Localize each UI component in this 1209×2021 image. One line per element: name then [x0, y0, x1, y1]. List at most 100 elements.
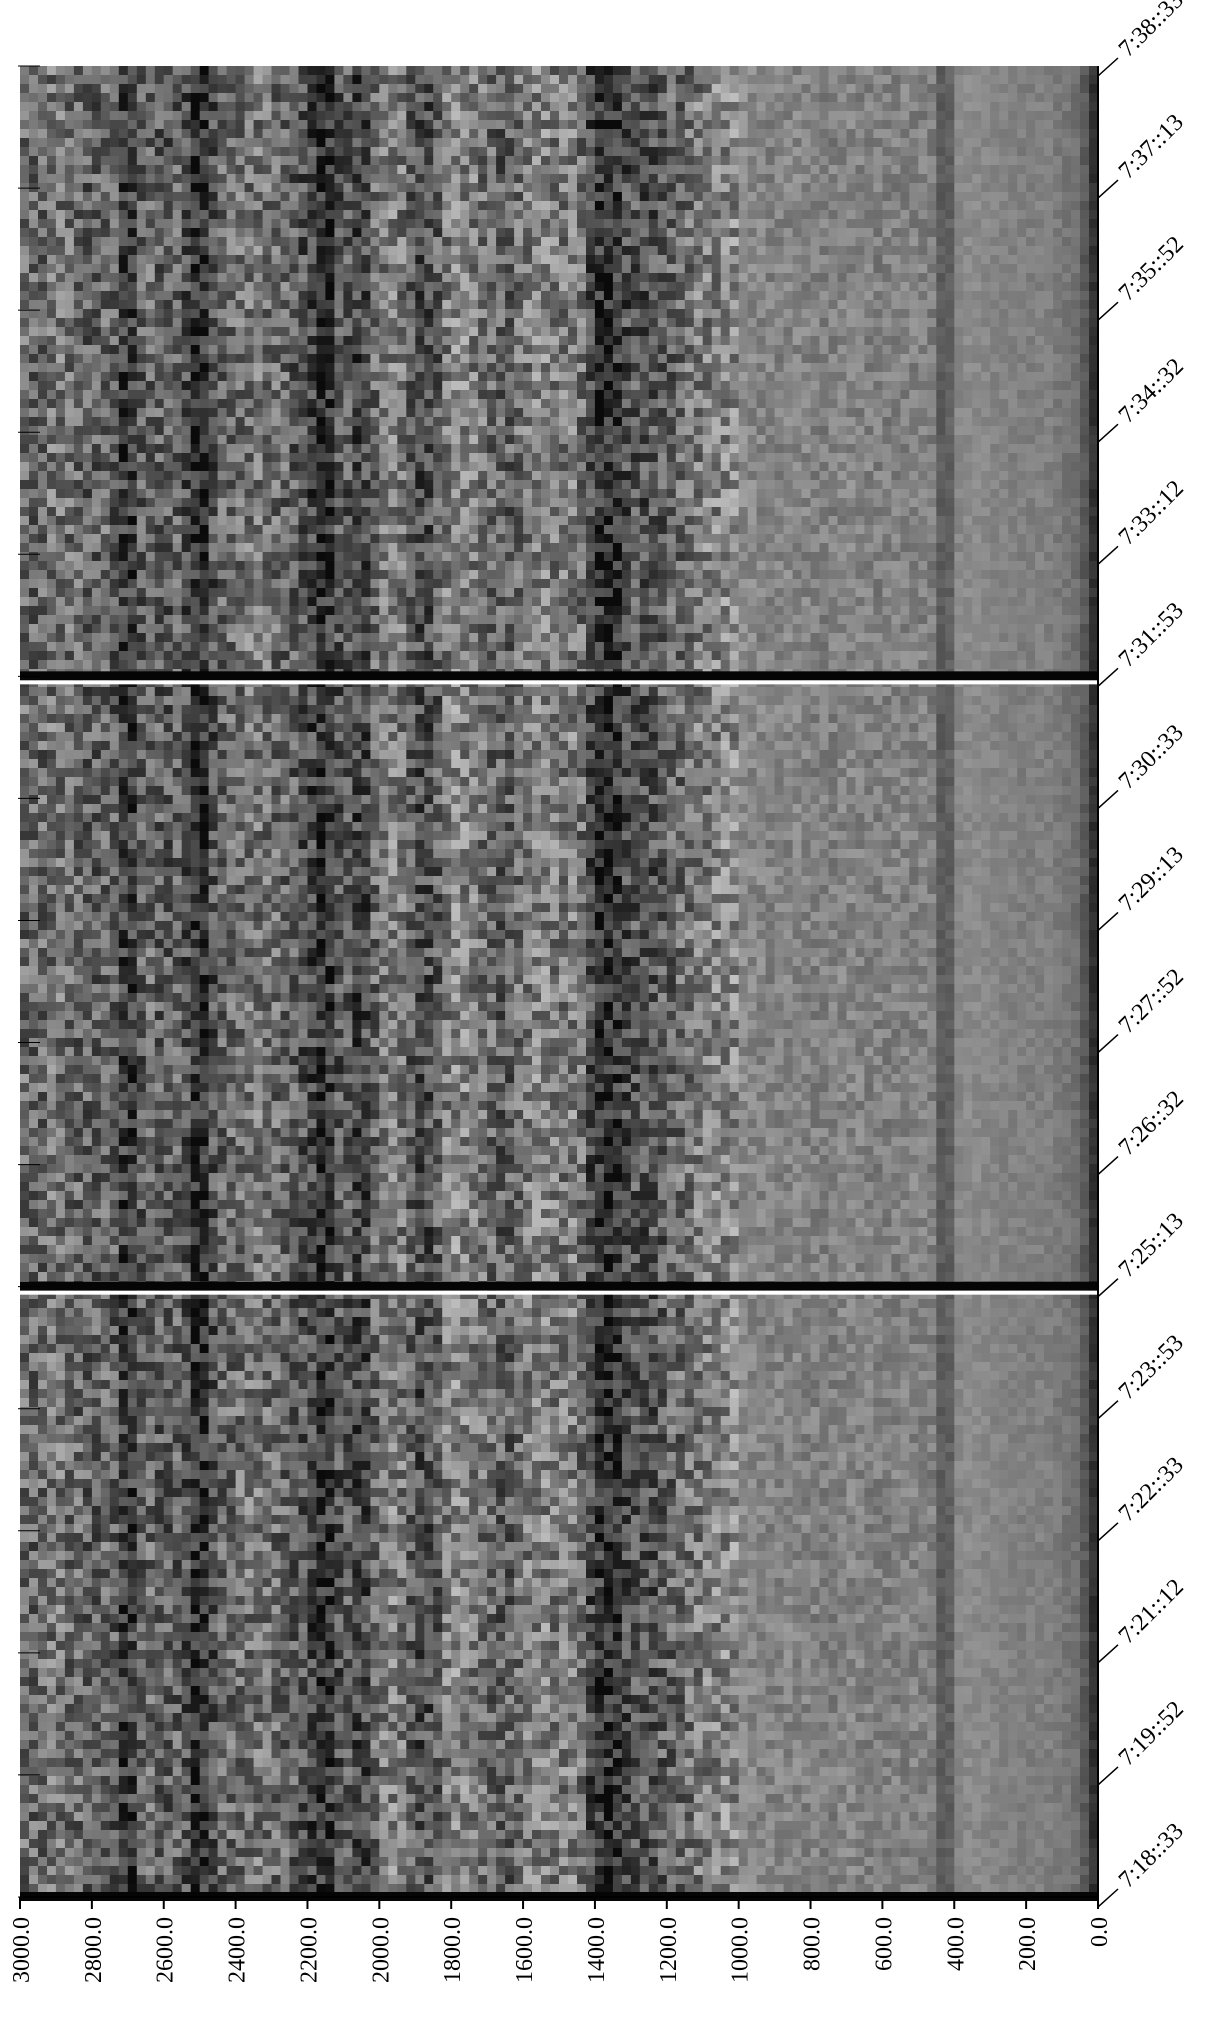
- heatmap-cell: [254, 435, 264, 444]
- heatmap-cell: [514, 381, 524, 390]
- heatmap-cell: [308, 210, 318, 219]
- heatmap-cell: [649, 417, 659, 426]
- heatmap-cell: [20, 372, 30, 381]
- heatmap-cell: [254, 120, 264, 129]
- heatmap-cell: [864, 138, 874, 147]
- heatmap-cell: [451, 327, 461, 336]
- heatmap-cell: [200, 102, 210, 111]
- heatmap-cell: [317, 318, 327, 327]
- heatmap-cell: [1053, 363, 1063, 372]
- heatmap-cell: [694, 291, 704, 300]
- heatmap-cell: [864, 318, 874, 327]
- heatmap-cell: [173, 255, 183, 264]
- heatmap-cell: [685, 219, 695, 228]
- heatmap-cell: [748, 417, 758, 426]
- heatmap-cell: [478, 147, 488, 156]
- heatmap-cell: [595, 219, 605, 228]
- heatmap-cell: [65, 210, 75, 219]
- heatmap-cell: [981, 111, 991, 120]
- heatmap-cell: [361, 435, 371, 444]
- heatmap-cell: [343, 183, 353, 192]
- heatmap-cell: [263, 264, 273, 273]
- heatmap-cell: [1071, 255, 1081, 264]
- heatmap-cell: [703, 102, 713, 111]
- heatmap-cell: [829, 120, 839, 129]
- heatmap-cell: [299, 300, 309, 309]
- heatmap-cell: [74, 111, 84, 120]
- heatmap-cell: [541, 147, 551, 156]
- heatmap-cell: [685, 300, 695, 309]
- heatmap-cell: [343, 417, 353, 426]
- heatmap-cell: [496, 426, 506, 435]
- heatmap-cell: [604, 75, 614, 84]
- heatmap-cell: [191, 138, 201, 147]
- heatmap-cell: [478, 381, 488, 390]
- heatmap-cell: [784, 246, 794, 255]
- heatmap-cell: [38, 417, 48, 426]
- heatmap-cell: [595, 363, 605, 372]
- heatmap-cell: [667, 318, 677, 327]
- heatmap-cell: [74, 417, 84, 426]
- heatmap-cell: [864, 399, 874, 408]
- heatmap-cell: [1035, 354, 1045, 363]
- heatmap-cell: [793, 309, 803, 318]
- heatmap-cell: [92, 381, 102, 390]
- heatmap-cell: [667, 120, 677, 129]
- heatmap-cell: [595, 318, 605, 327]
- heatmap-cell: [308, 138, 318, 147]
- heatmap-cell: [191, 390, 201, 399]
- heatmap-cell: [47, 201, 57, 210]
- heatmap-cell: [802, 264, 812, 273]
- heatmap-cell: [541, 228, 551, 237]
- heatmap-cell: [487, 426, 497, 435]
- heatmap-cell: [29, 318, 39, 327]
- heatmap-cell: [1053, 300, 1063, 309]
- heatmap-cell: [604, 426, 614, 435]
- heatmap-cell: [793, 426, 803, 435]
- heatmap-cell: [712, 174, 722, 183]
- heatmap-cell: [658, 336, 668, 345]
- heatmap-cell: [586, 138, 596, 147]
- heatmap-cell: [263, 273, 273, 282]
- heatmap-cell: [730, 138, 740, 147]
- heatmap-cell: [65, 219, 75, 228]
- heatmap-cell: [424, 300, 434, 309]
- heatmap-cell: [658, 363, 668, 372]
- heatmap-cell: [622, 309, 632, 318]
- heatmap-cell: [703, 318, 713, 327]
- heatmap-cell: [182, 363, 192, 372]
- heatmap-cell: [325, 66, 335, 75]
- heatmap-cell: [981, 210, 991, 219]
- heatmap-cell: [748, 336, 758, 345]
- heatmap-cell: [649, 363, 659, 372]
- heatmap-cell: [379, 417, 389, 426]
- heatmap-cell: [1071, 291, 1081, 300]
- heatmap-cell: [397, 381, 407, 390]
- heatmap-cell: [388, 264, 398, 273]
- heatmap-cell: [1080, 309, 1090, 318]
- heatmap-cell: [460, 147, 470, 156]
- heatmap-cell: [909, 219, 919, 228]
- heatmap-cell: [388, 408, 398, 417]
- heatmap-cell: [631, 390, 641, 399]
- heatmap-cell: [766, 336, 776, 345]
- heatmap-cell: [110, 300, 120, 309]
- heatmap-cell: [936, 147, 946, 156]
- heatmap-cell: [47, 129, 57, 138]
- heatmap-cell: [622, 66, 632, 75]
- heatmap-cell: [119, 336, 129, 345]
- heatmap-cell: [1062, 363, 1072, 372]
- heatmap-cell: [820, 84, 830, 93]
- heatmap-cell: [568, 120, 578, 129]
- heatmap-cell: [1044, 399, 1054, 408]
- heatmap-cell: [954, 75, 964, 84]
- heatmap-cell: [254, 237, 264, 246]
- heatmap-cell: [299, 345, 309, 354]
- heatmap-cell: [793, 147, 803, 156]
- heatmap-cell: [101, 210, 111, 219]
- heatmap-cell: [200, 120, 210, 129]
- heatmap-cell: [577, 372, 587, 381]
- heatmap-cell: [460, 435, 470, 444]
- heatmap-cell: [254, 426, 264, 435]
- heatmap-cell: [1080, 111, 1090, 120]
